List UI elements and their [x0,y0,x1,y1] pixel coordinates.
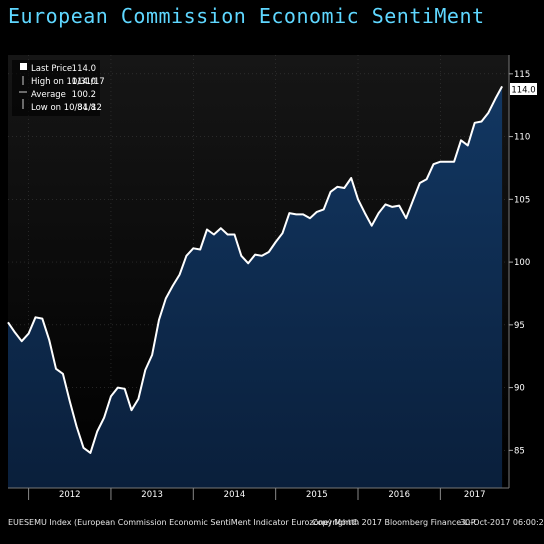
x-tick-label: 2012 [59,490,81,500]
y-tick-label: 90 [514,384,525,394]
legend-label-average: Average [31,90,66,100]
y-tick-label: 115 [514,70,530,80]
y-tick-label: 100 [514,258,530,268]
last-value-box [510,83,537,95]
legend-label-high: High on 10/31/17 [31,77,105,87]
legend-label-last: Last Price [31,64,72,74]
legend-value-high: 114.0 [72,77,96,87]
footer-timestamp: 30-Oct-2017 06:00:21 [460,518,544,527]
chart-title: European Commission Economic SentiMent [8,4,485,28]
x-tick-label: 2015 [306,490,328,500]
y-tick-label: 110 [514,133,530,143]
footer-source: EUESEMU Index (European Commission Econo… [8,518,360,527]
x-axis: 2012 2013 2014 2015 2016 2017 [28,488,486,500]
x-tick-label: 2017 [464,490,486,500]
y-tick-label: 95 [514,321,525,331]
y-tick-label: 105 [514,195,530,205]
legend-marker-last [20,63,27,70]
legend-label-low: Low on 10/31/12 [31,103,102,113]
y-axis: 85 90 95 100 105 110 115 [509,70,530,456]
series-line [7,85,503,454]
x-tick-label: 2016 [388,490,410,500]
legend: Last Price 114.0 High on 10/31/17 114.0 … [12,60,105,116]
legend-value-average: 100.2 [72,90,96,100]
x-tick-label: 2014 [224,490,246,500]
y-tick-label: 85 [514,446,525,456]
legend-value-last: 114.0 [72,64,96,74]
legend-value-low: 84.8 [77,103,96,113]
footer-copyright: Copyright© 2017 Bloomberg Finance L.P. [312,518,477,527]
series-area [8,86,503,489]
x-tick-label: 2013 [141,490,163,500]
last-value-label: 114.0 [511,86,535,96]
